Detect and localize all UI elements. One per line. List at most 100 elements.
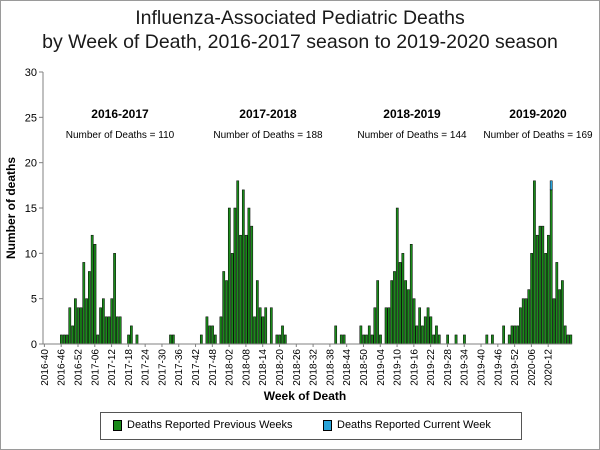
x-tick-label: 2019-04 [376, 349, 387, 386]
x-tick-label: 2019-28 [443, 349, 454, 386]
x-tick-label: 2019-34 [460, 349, 471, 386]
chart-title-line-1: Influenza-Associated Pediatric Deaths [135, 7, 465, 29]
x-tick-label: 2019-46 [493, 349, 504, 386]
x-tick-label: 2017-36 [174, 349, 185, 386]
x-tick-label: 2018-26 [292, 349, 303, 386]
bar-previous-week [130, 325, 133, 345]
bar-previous-week [365, 334, 368, 345]
x-tick-label: 2019-40 [477, 349, 488, 386]
bar-previous-week [387, 307, 391, 345]
bar-previous-week [393, 271, 396, 345]
y-tick-label: 15 [25, 203, 37, 215]
bar-previous-week [404, 280, 408, 345]
bar-previous-week [113, 253, 116, 345]
bar-previous-week [407, 289, 410, 345]
y-tick-label: 30 [25, 67, 37, 79]
bar-previous-week [463, 334, 466, 345]
bar-previous-week [423, 316, 427, 345]
bar-previous-week [230, 253, 234, 345]
y-tick-label: 25 [25, 112, 37, 124]
x-tick-label: 2018-44 [342, 349, 353, 386]
bar-previous-week [485, 334, 489, 345]
x-tick-label: 2017-48 [208, 349, 219, 386]
bar-previous-week [544, 253, 547, 345]
bar-previous-week [558, 289, 561, 345]
x-tick-label: 2016-40 [40, 349, 51, 386]
season-labels: 2016-2017 Number of Deaths = 110 2017-2018… [66, 107, 593, 141]
bar-previous-week [65, 334, 69, 345]
x-tick-label: 2017-30 [157, 349, 168, 386]
legend-item-previous: Deaths Reported Previous Weeks [113, 419, 293, 431]
bar-previous-week [432, 334, 436, 345]
bar-previous-week [563, 325, 567, 345]
x-tick-label: 2018-14 [258, 349, 269, 386]
bar-previous-week [367, 325, 371, 345]
y-tick-label: 20 [25, 158, 37, 170]
bar-previous-week [379, 334, 382, 345]
bar-previous-week [418, 307, 422, 345]
bar-previous-week [264, 307, 268, 345]
bar-previous-week [199, 334, 203, 345]
bar-previous-week [412, 298, 416, 345]
bar-previous-week [88, 271, 91, 345]
season-death-count: Number of Deaths = 188 [213, 130, 323, 141]
bar-previous-week [409, 244, 413, 345]
bar-previous-week [421, 325, 424, 345]
bar-previous-week [169, 334, 172, 345]
bar-previous-week [521, 298, 525, 345]
bar-previous-week [205, 316, 209, 345]
x-tick-label: 2017-18 [124, 349, 135, 386]
bar-previous-week [370, 334, 374, 345]
bar-previous-week [373, 307, 377, 345]
x-tick-label: 2019-10 [393, 349, 404, 386]
chart-title-line-2: by Week of Death, 2016-2017 season to 20… [42, 31, 558, 53]
bar-previous-week [401, 253, 405, 345]
bar-previous-week [225, 280, 228, 345]
bar-previous-week [339, 334, 343, 345]
bar-previous-week [211, 325, 214, 345]
bar-previous-week [342, 334, 346, 345]
x-tick-label: 2017-42 [191, 349, 202, 386]
bar-previous-week [334, 325, 338, 345]
x-tick-label: 2018-02 [225, 349, 236, 386]
bar-previous-week [60, 334, 63, 345]
x-tick-label: 2019-16 [409, 349, 420, 386]
bar-previous-week [390, 280, 394, 345]
bar-previous-week [547, 234, 550, 345]
legend-label-current: Deaths Reported Current Week [337, 419, 491, 431]
bar-previous-week [510, 325, 514, 345]
x-tick-label: 2020-12 [544, 349, 555, 386]
bar-previous-week [68, 307, 72, 345]
bar-previous-week [429, 316, 433, 345]
season-label: 2019-2020 [509, 107, 567, 121]
bar-previous-week [278, 334, 282, 345]
bar-previous-week [241, 189, 245, 345]
x-tick-label: 2018-32 [309, 349, 320, 386]
bar-previous-week [102, 298, 105, 345]
bar-previous-week [395, 207, 399, 345]
bar-previous-week [362, 334, 366, 345]
bar-previous-week [250, 225, 254, 345]
bar-previous-week [549, 189, 553, 345]
x-tick-label: 2017-06 [90, 349, 101, 386]
x-tick-label: 2016-46 [57, 349, 68, 386]
bar-previous-week [62, 334, 66, 345]
season-label: 2017-2018 [239, 107, 297, 121]
x-tick-label: 2019-52 [510, 349, 521, 386]
bar-previous-week [415, 325, 419, 345]
bar-previous-week [96, 334, 100, 345]
bar-previous-week [110, 298, 114, 345]
bar-previous-week [85, 298, 88, 345]
bar-previous-week [258, 307, 262, 345]
season-death-count: Number of Deaths = 110 [66, 130, 175, 141]
bar-previous-week [516, 325, 519, 345]
bar-previous-week [513, 325, 517, 345]
season-death-count: Number of Deaths = 144 [357, 130, 467, 141]
x-tick-label: 2016-52 [73, 349, 84, 386]
bar-previous-week [208, 325, 212, 345]
y-axis: 0 5 10 15 20 25 30 [25, 67, 44, 351]
bar-previous-week [253, 316, 256, 345]
bar-previous-week [527, 289, 531, 345]
x-tick-label: 2018-08 [241, 349, 252, 386]
bar-previous-week [82, 262, 86, 345]
